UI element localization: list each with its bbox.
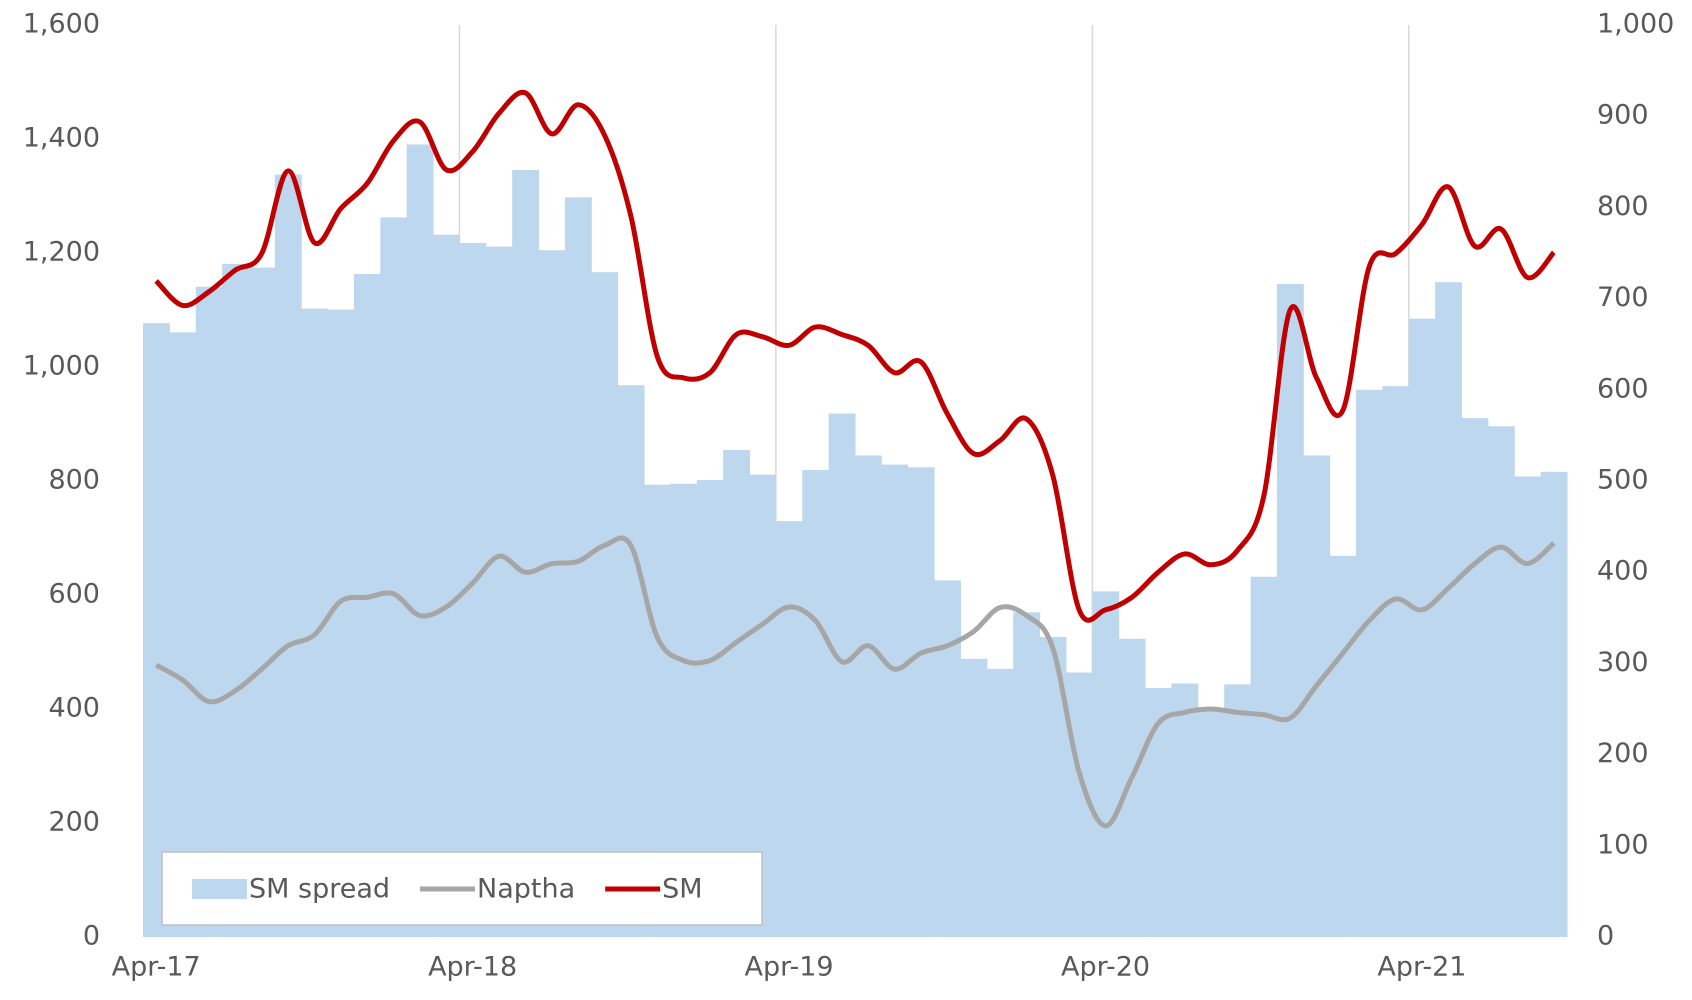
bar [1329,555,1357,937]
bar [855,455,882,937]
bar [617,385,645,937]
bar [934,580,961,937]
bar [591,272,619,938]
bar [986,668,1014,937]
bar [802,470,830,937]
bar [1408,318,1436,937]
bar [775,521,803,937]
y2-tick-label: 200 [1597,738,1649,769]
bar [353,273,381,937]
x-tick-label: Apr-19 [745,952,834,983]
bar [1276,284,1304,937]
legend: SM spread Naptha SM [161,851,763,926]
bar [1197,709,1225,937]
y-tick-label: 200 [48,807,100,838]
bar [1487,426,1515,937]
x-tick-label: Apr-21 [1377,952,1466,983]
line [154,89,1556,623]
legend-swatch [192,879,247,899]
y-tick-label: 1,000 [23,351,100,382]
y2-tick-label: 0 [1597,921,1614,952]
y-tick-label: 0 [83,921,100,952]
legend-label: Naptha [477,874,575,905]
bar [327,309,355,937]
y-tick-label: 1,600 [23,9,100,40]
y-tick-label: 400 [48,693,100,724]
bar [828,413,856,938]
bar [538,250,566,937]
y-tick-label: 800 [48,465,100,496]
y2-tick-label: 1,000 [1597,9,1674,40]
bar [1013,612,1041,937]
bar [169,332,197,937]
y2-tick-label: 500 [1597,465,1649,496]
bar [1540,471,1568,937]
bar [1382,386,1410,938]
bar [274,174,302,937]
y2-tick-label: 300 [1597,647,1649,678]
bar [1435,282,1463,938]
bar [380,217,408,937]
bar [195,286,223,937]
y2-tick-label: 100 [1597,829,1649,860]
y2-tick-label: 800 [1597,191,1649,222]
y2-tick-label: 900 [1597,100,1649,131]
bar [1171,683,1199,937]
bar [248,267,276,937]
bar [1250,576,1278,937]
x-tick-label: Apr-18 [428,952,517,983]
y-tick-label: 600 [48,579,100,610]
bar [512,170,540,937]
line [154,535,1556,829]
y2-tick-label: 400 [1597,556,1649,587]
x-tick-label: Apr-17 [112,952,201,983]
bar [1092,591,1120,937]
y-tick-label: 1,200 [23,237,100,268]
legend-label: SM [662,874,702,905]
bar [1514,476,1542,937]
y2-tick-label: 600 [1597,373,1649,404]
bar [1356,389,1383,937]
bar [1224,684,1252,937]
bar [222,263,249,938]
bar [907,467,935,937]
bar [406,144,434,938]
y2-tick-label: 700 [1597,282,1649,313]
bar [485,246,513,938]
x-tick-label: Apr-20 [1061,952,1150,983]
bar [960,658,988,937]
bar [564,197,592,938]
bar [1118,638,1146,937]
bar [143,323,170,937]
bar [881,464,909,937]
bar [1145,688,1172,937]
y-tick-label: 1,400 [23,123,100,154]
legend-label: SM spread [249,874,390,905]
bar [1461,418,1489,937]
bar [433,234,460,937]
